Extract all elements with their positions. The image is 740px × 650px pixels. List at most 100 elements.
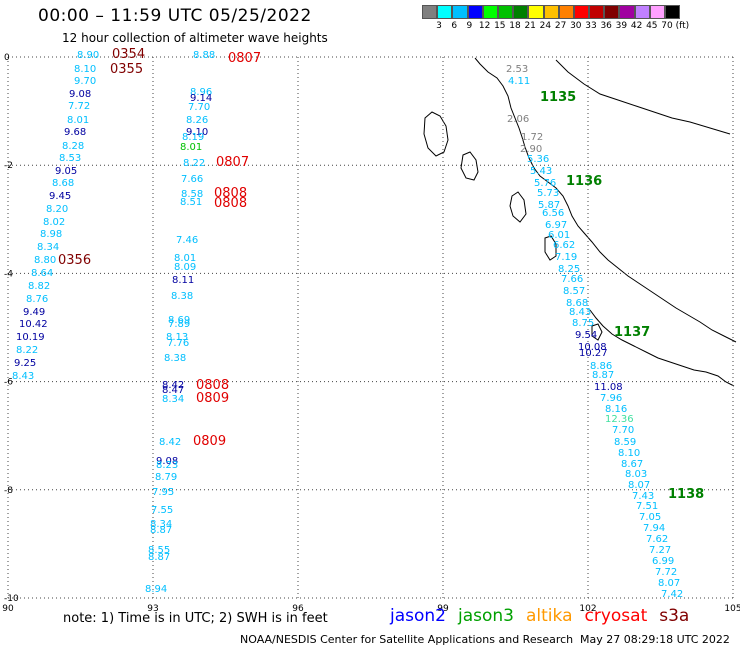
pass-time-label: 0807 [228, 51, 261, 66]
wave-height-reading: 7.42 [661, 589, 683, 600]
legend-swatch [467, 5, 483, 19]
wave-height-reading: 8.01 [180, 142, 202, 153]
legend-label: 6 [451, 21, 458, 31]
y-tick-label: -8 [4, 486, 13, 496]
wave-height-reading: 7.76 [167, 338, 189, 349]
wave-height-reading: 8.02 [43, 217, 65, 228]
wave-height-reading: 9.05 [55, 166, 77, 177]
satellite-label: jason3 [458, 606, 514, 626]
wave-height-reading: 6.01 [548, 230, 570, 241]
legend-swatch [452, 5, 468, 19]
legend-label: 70 [661, 21, 673, 31]
pass-time-label: 0807 [216, 155, 249, 170]
x-tick-label: 93 [147, 604, 158, 614]
wave-height-reading: 8.68 [566, 298, 588, 309]
color-legend [422, 5, 681, 21]
pass-time-label: 0354 [112, 47, 145, 62]
legend-label: 33 [585, 21, 597, 31]
wave-height-reading: 8.38 [171, 291, 193, 302]
pass-time-label: 0356 [58, 253, 91, 268]
enggano-island [591, 323, 603, 341]
wave-height-reading: 8.22 [16, 345, 38, 356]
wave-height-reading: 7.66 [561, 274, 583, 285]
coastline [423, 57, 737, 387]
wave-height-reading: 8.82 [28, 281, 50, 292]
satellite-label: s3a [659, 606, 690, 626]
wave-height-reading: 8.28 [62, 141, 84, 152]
wave-height-reading: 7.27 [649, 545, 671, 556]
legend-label: 36 [600, 21, 612, 31]
wave-height-reading: 5.76 [534, 178, 556, 189]
wave-height-reading: 8.34 [150, 519, 172, 530]
wave-height-reading: 7.19 [555, 252, 577, 263]
pass-time-label: 1137 [614, 325, 650, 340]
wave-height-reading: 8.26 [186, 115, 208, 126]
legend-label: 30 [570, 21, 582, 31]
legend-swatch [422, 5, 438, 19]
wave-height-reading: 8.42 [159, 437, 181, 448]
legend-swatch [665, 5, 681, 19]
wave-height-reading: 8.87 [150, 525, 172, 536]
wave-height-reading: 7.66 [181, 174, 203, 185]
y-tick-label: -6 [4, 378, 13, 388]
legend-swatch [589, 5, 605, 19]
legend-swatch [558, 5, 574, 19]
wave-height-reading: 7.94 [643, 523, 665, 534]
x-tick-label: 105 [724, 604, 740, 614]
wave-height-reading: 8.88 [193, 50, 215, 61]
satellite-legend: jason2 jason3 altika cryosat s3a [390, 606, 701, 626]
wave-height-reading: 12.36 [605, 414, 634, 425]
wave-height-reading: 8.11 [172, 275, 194, 286]
wave-height-reading: 9.49 [23, 307, 45, 318]
wave-height-reading: 7.72 [655, 567, 677, 578]
legend-label: 3 [436, 21, 442, 31]
legend-label: 15 [494, 21, 506, 31]
wave-height-reading: 8.51 [180, 197, 202, 208]
wave-height-reading: 9.14 [190, 93, 212, 104]
wave-height-reading: 8.96 [190, 87, 212, 98]
wave-height-reading: 9.45 [49, 191, 71, 202]
wave-height-reading: 6.62 [553, 240, 575, 251]
wave-height-reading: 8.34 [162, 394, 184, 405]
wave-height-reading: 8.57 [563, 286, 585, 297]
wave-height-reading: 5.36 [527, 154, 549, 165]
axis-labels: 90 93 96 99 102 105 0 -2 -4 -6 -8 -10 [2, 53, 740, 614]
pass-time-label: 0809 [196, 391, 229, 406]
wave-height-reading: 7.95 [152, 487, 174, 498]
wave-height-reading: 8.01 [67, 115, 89, 126]
legend-label: 12 [478, 21, 491, 31]
wave-height-reading: 8.76 [26, 294, 48, 305]
pass-time-label: 0355 [110, 62, 143, 77]
x-tick-label: 102 [579, 604, 596, 614]
pass-time-label: 1136 [566, 174, 602, 189]
wave-height-reading: 8.20 [46, 204, 68, 215]
wave-height-reading: 8.53 [59, 153, 81, 164]
wave-height-reading: 8.16 [605, 404, 627, 415]
footer-timestamp: May 27 08:29:18 UTC 2022 [580, 633, 730, 646]
wave-height-reading: 8.10 [74, 64, 96, 75]
wave-height-reading: 8.34 [37, 242, 59, 253]
legend-label: 24 [539, 21, 552, 31]
legend-label: 18 [509, 21, 521, 31]
x-tick-label: 90 [2, 604, 14, 614]
wave-height-reading: 8.09 [174, 262, 196, 273]
wave-height-reading: 8.98 [40, 229, 62, 240]
wave-height-reading: 8.43 [12, 371, 34, 382]
y-tick-label: -2 [4, 161, 13, 171]
wave-height-reading: 10.19 [16, 332, 45, 343]
pass-time-label: 0808 [214, 196, 247, 211]
wave-height-reading: 5.73 [537, 188, 559, 199]
wave-height-reading: 7.96 [600, 393, 622, 404]
wave-height-reading: 8.38 [164, 353, 186, 364]
x-tick-label: 99 [437, 604, 449, 614]
pass-time-label: 0808 [196, 378, 229, 393]
wave-height-reading: 8.55 [148, 545, 170, 556]
wave-height-reading: 9.68 [64, 127, 86, 138]
legend-swatch [619, 5, 635, 19]
satellite-label: altika [526, 606, 573, 626]
legend-swatch [437, 5, 453, 19]
units-note: note: 1) Time is in UTC; 2) SWH is in fe… [63, 611, 328, 626]
wave-height-reading: 5.87 [538, 200, 560, 211]
wave-height-reading: 8.67 [621, 459, 643, 470]
